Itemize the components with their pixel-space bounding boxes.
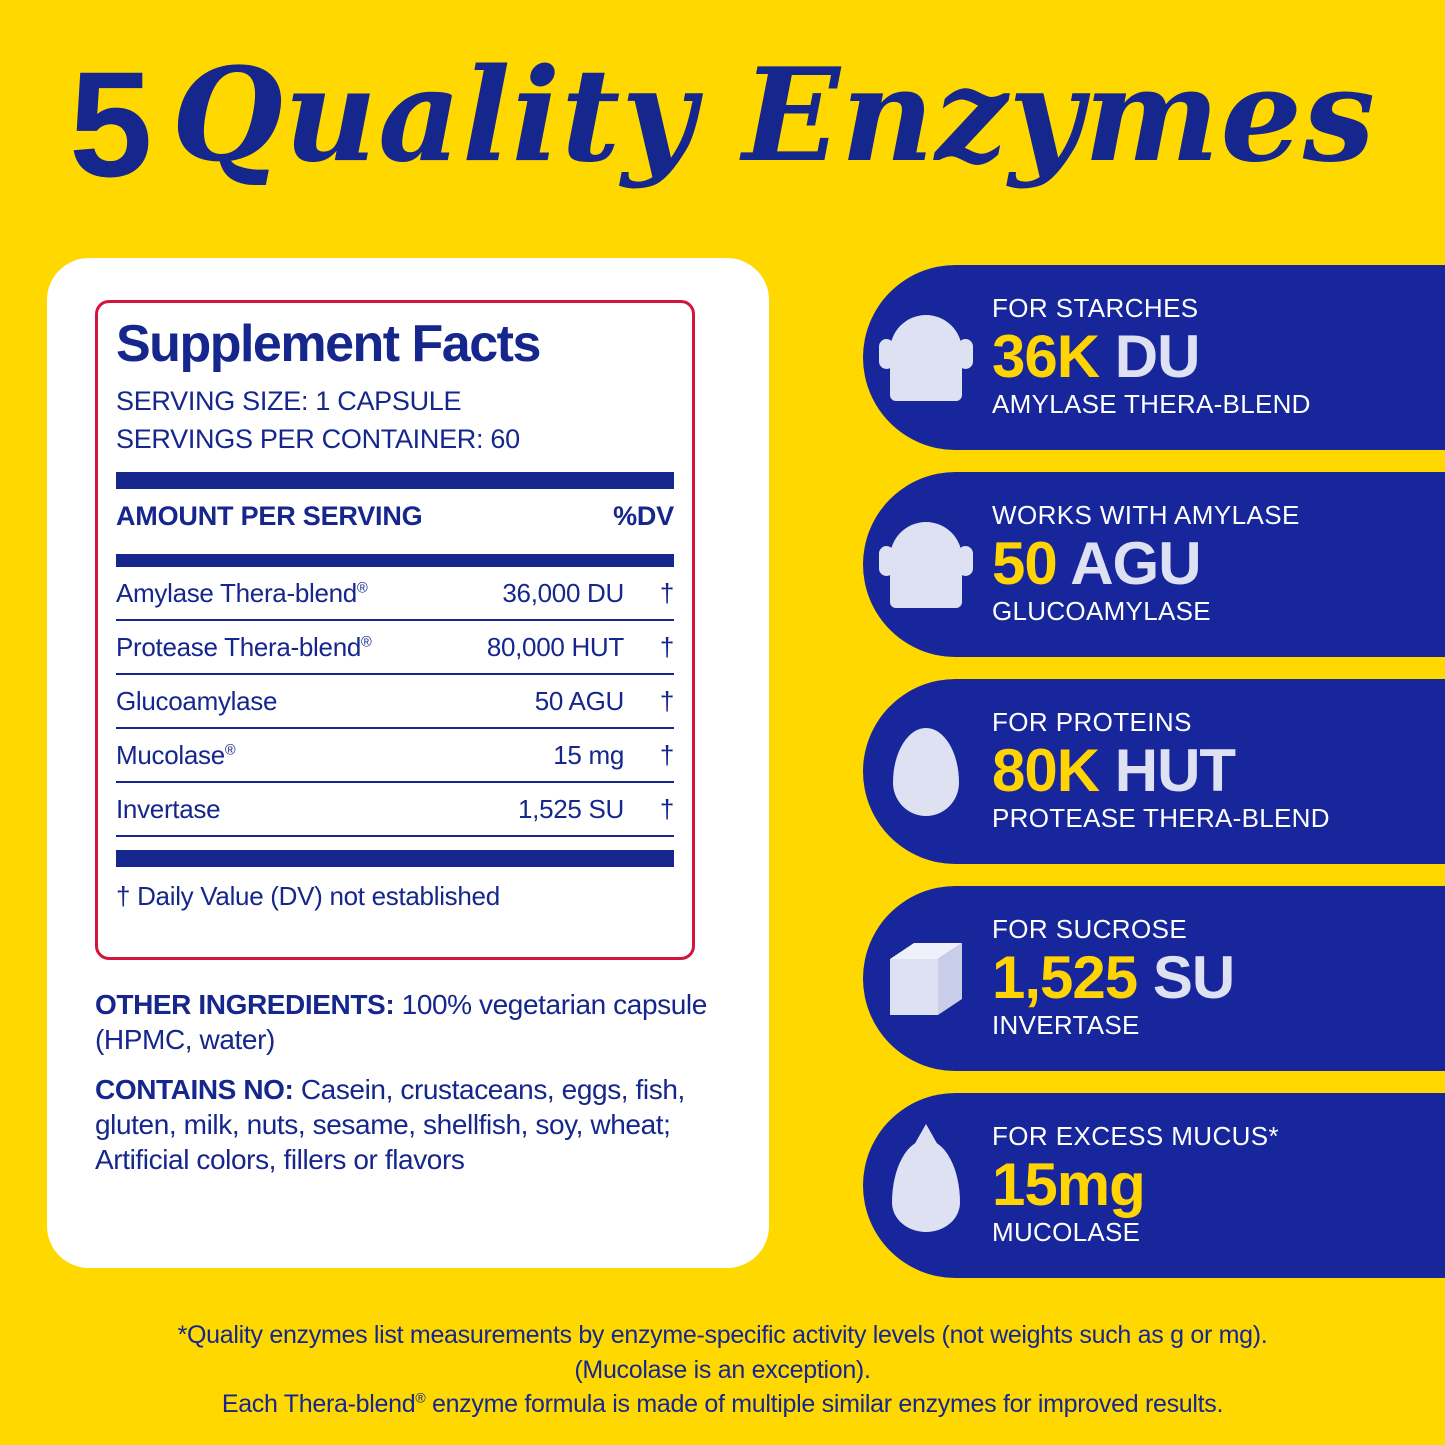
enzyme-card-top-label: WORKS WITH AMYLASE [992,500,1300,530]
ingredient-name: Glucoamylase [116,685,278,716]
sugar-cube-icon [863,886,988,1071]
page-title: Quality Enzymes [171,41,1376,191]
table-row: Protease Thera-blend® 80,000 HUT † [116,621,674,675]
page-header: 5 Quality Enzymes [0,0,1445,240]
ingredient-dv: † [659,739,674,770]
supplement-facts-card: Supplement Facts SERVING SIZE: 1 CAPSULE… [47,258,769,1268]
enzyme-cards-list: FOR STARCHES 36K DU AMYLASE THERA-BLEND … [863,265,1445,1300]
enzyme-card-top-label: FOR PROTEINS [992,707,1192,737]
ingredient-name: Mucolase® [116,739,236,770]
sugar-cube-svg [889,942,962,1015]
footnote-line-3: Each Thera-blend® enzyme formula is made… [221,1389,1224,1418]
ingredient-dv: † [659,685,674,716]
column-header-dv: %DV [613,500,674,531]
serving-size: SERVING SIZE: 1 CAPSULE [116,386,462,417]
ingredient-dv: † [659,577,674,608]
ingredient-dv: † [659,631,674,662]
ingredient-amount: 80,000 HUT [486,631,624,662]
other-ingredients-section: OTHER INGREDIENTS: 100% vegetarian capsu… [95,988,720,1194]
enzyme-card-value: 80K HUT [992,736,1236,804]
table-row: Mucolase® 15 mg † [116,729,674,783]
ingredient-name: Protease Thera-blend® [116,631,372,662]
registered-mark-icon: ® [415,1389,426,1406]
ingredient-amount: 1,525 SU [517,793,624,824]
table-header-row: AMOUNT PER SERVING %DV [116,489,674,541]
contains-no-text: Casein, crustaceans, eggs, fish, gluten,… [95,1074,685,1175]
egg-icon [863,679,988,864]
contains-no: CONTAINS NO: Casein, crustaceans, eggs, … [95,1073,720,1177]
enzyme-card-invertase: FOR SUCROSE 1,525 SU INVERTASE [863,886,1445,1071]
registered-mark-icon: ® [224,742,236,759]
enzyme-card-amylase: FOR STARCHES 36K DU AMYLASE THERA-BLEND [863,265,1445,450]
enzyme-card-value: 15mg [992,1150,1146,1218]
ingredient-name: Invertase [116,793,221,824]
column-header-amount: AMOUNT PER SERVING [116,500,423,531]
bottom-footnote: *Quality enzymes list measurements by en… [0,1318,1445,1422]
supplement-facts-title: Supplement Facts [116,315,541,373]
ingredient-amount: 36,000 DU [502,577,624,608]
enzyme-card-top-label: FOR STARCHES [992,293,1199,323]
water-drop-icon [863,1093,988,1278]
enzyme-card-value: 50 AGU [992,529,1202,597]
enzyme-card-top-label: FOR SUCROSE [992,914,1188,944]
table-row: Amylase Thera-blend® 36,000 DU † [116,567,674,621]
table-row: Glucoamylase 50 AGU † [116,675,674,729]
other-ingredients-text: 100% vegetarian capsule (HPMC, water) [95,989,707,1055]
ingredient-amount: 50 AGU [534,685,625,716]
contains-no-label: CONTAINS NO: [95,1074,294,1106]
enzyme-card-value: 36K DU [992,322,1200,390]
enzyme-card-sub-label: MUCOLASE [992,1217,1141,1248]
registered-mark-icon: ® [361,634,372,651]
enzyme-card-protease: FOR PROTEINS 80K HUT PROTEASE THERA-BLEN… [863,679,1445,864]
bread-slice-icon [863,472,988,657]
table-row: Invertase 1,525 SU † [116,783,674,837]
other-ingredients-label: OTHER INGREDIENTS: [95,989,395,1020]
enzyme-count: 5 [69,40,152,208]
enzyme-card-mucolase: FOR EXCESS MUCUS* 15mg MUCOLASE [863,1093,1445,1278]
supplement-facts-panel: Supplement Facts SERVING SIZE: 1 CAPSULE… [95,300,695,960]
ingredient-name: Amylase Thera-blend® [116,577,368,608]
enzyme-card-top-label: FOR EXCESS MUCUS* [992,1121,1280,1151]
other-ingredients: OTHER INGREDIENTS: 100% vegetarian capsu… [95,988,720,1057]
table-top-rule [116,471,674,489]
bread-slice-icon [863,265,988,450]
table-bottom-rule [116,849,674,867]
daily-value-footnote: † Daily Value (DV) not established [116,880,500,911]
enzyme-card-glucoamylase: WORKS WITH AMYLASE 50 AGU GLUCOAMYLASE [863,472,1445,657]
enzyme-card-sub-label: PROTEASE THERA-BLEND [992,803,1330,834]
servings-per-container: SERVINGS PER CONTAINER: 60 [116,424,520,455]
enzyme-card-value: 1,525 SU [992,943,1235,1011]
ingredient-dv: † [659,793,674,824]
table-header-rule [116,553,674,567]
enzyme-card-sub-label: AMYLASE THERA-BLEND [992,389,1311,420]
footnote-line-1: *Quality enzymes list measurements by en… [177,1321,1268,1349]
registered-mark-icon: ® [356,580,368,597]
ingredient-amount: 15 mg [553,739,624,770]
enzyme-card-sub-label: INVERTASE [992,1010,1140,1041]
footnote-line-2: (Mucolase is an exception). [574,1355,871,1384]
enzyme-card-sub-label: GLUCOAMYLASE [992,596,1211,627]
